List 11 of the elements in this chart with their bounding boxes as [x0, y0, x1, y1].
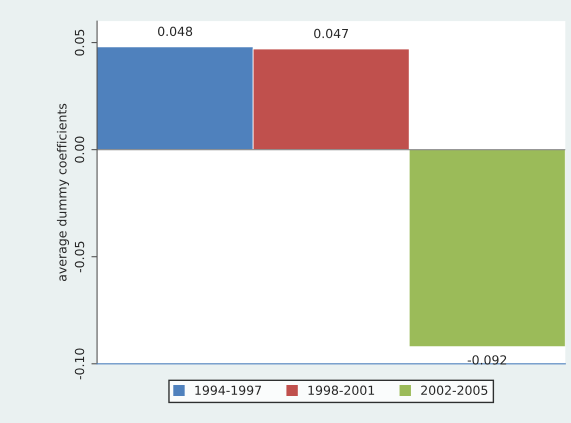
y-tick-label: -0.05 — [74, 242, 84, 272]
y-tick-label: 0.00 — [74, 136, 84, 163]
y-tick-label: 0.05 — [74, 30, 84, 56]
data-label: 0.047 — [314, 28, 348, 38]
y-axis-title: average dummy coefficients — [56, 104, 69, 282]
legend-label: 1998-2001 — [308, 386, 374, 395]
legend-label: 2002-2005 — [421, 386, 488, 395]
data-label: 0.048 — [158, 26, 192, 36]
legend-label: 1994-1997 — [195, 386, 262, 395]
y-tick-label: -0.10 — [74, 348, 84, 380]
data-label: -0.092 — [468, 355, 506, 365]
